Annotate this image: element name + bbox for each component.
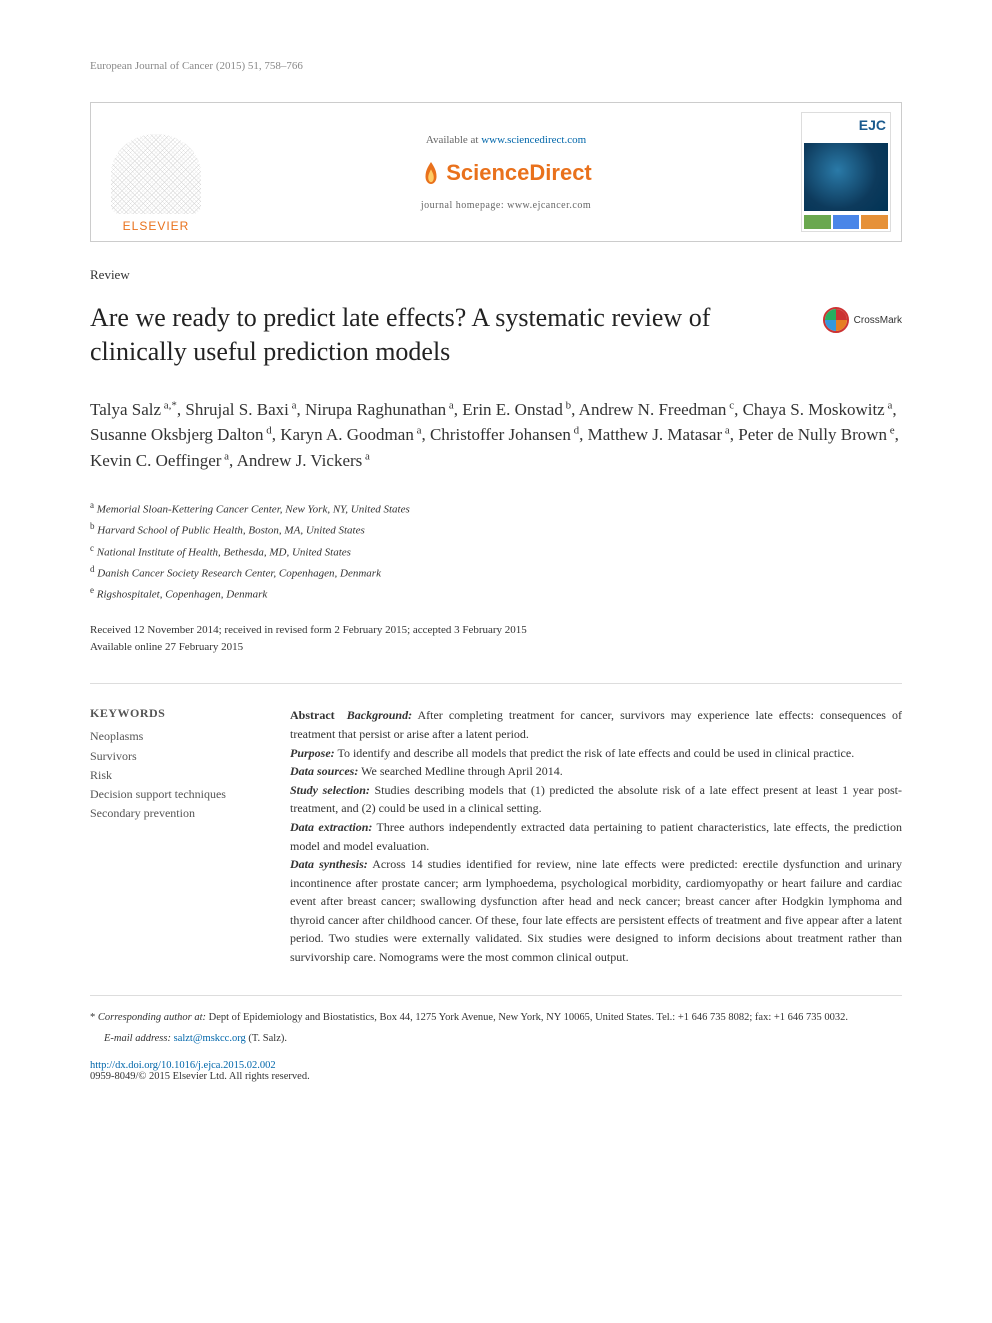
- doi-link[interactable]: http://dx.doi.org/10.1016/j.ejca.2015.02…: [90, 1060, 276, 1071]
- sciencedirect-text: ScienceDirect: [446, 160, 592, 186]
- abstract-lead: Abstract: [290, 708, 335, 722]
- dates-line-2: Available online 27 February 2015: [90, 639, 902, 656]
- cover-image: [804, 143, 888, 211]
- available-prefix: Available at: [426, 134, 481, 146]
- author: Talya Salz a,*: [90, 400, 177, 419]
- journal-cover-thumbnail[interactable]: EJC: [801, 112, 891, 232]
- title-row: Are we ready to predict late effects? A …: [90, 301, 902, 369]
- author: Susanne Oksbjerg Dalton d: [90, 425, 272, 444]
- article-dates: Received 12 November 2014; received in r…: [90, 622, 902, 655]
- abstract-section: Data synthesis: Across 14 studies identi…: [290, 857, 902, 964]
- cover-acronym: EJC: [859, 117, 886, 133]
- article-type: Review: [90, 267, 902, 283]
- keywords-column: KEYWORDS NeoplasmsSurvivorsRiskDecision …: [90, 706, 260, 966]
- crossmark-label: CrossMark: [854, 315, 902, 326]
- sciencedirect-logo[interactable]: ScienceDirect: [420, 160, 592, 186]
- email-suffix: (T. Salz).: [248, 1033, 287, 1044]
- affiliation: b Harvard School of Public Health, Bosto…: [90, 519, 902, 540]
- publisher-label[interactable]: ELSEVIER: [123, 219, 190, 233]
- crossmark-icon: [823, 307, 849, 333]
- author: Shrujal S. Baxi a: [185, 400, 296, 419]
- article-title: Are we ready to predict late effects? A …: [90, 301, 803, 369]
- dates-line-1: Received 12 November 2014; received in r…: [90, 622, 902, 639]
- publisher-cell: ELSEVIER: [91, 103, 221, 241]
- keyword-item: Survivors: [90, 747, 260, 766]
- journal-home-prefix: journal homepage:: [421, 200, 507, 211]
- cover-badge: [804, 215, 831, 229]
- author: Andrew N. Freedman c: [579, 400, 734, 419]
- copyright-line: 0959-8049/© 2015 Elsevier Ltd. All right…: [90, 1071, 902, 1082]
- author: Kevin C. Oeffinger a: [90, 451, 229, 470]
- abstract-section: Study selection: Studies describing mode…: [290, 783, 902, 816]
- affiliation: a Memorial Sloan-Kettering Cancer Center…: [90, 498, 902, 519]
- abstract-section: Background: After completing treatment f…: [290, 708, 902, 741]
- journal-cover-cell: EJC: [791, 103, 901, 241]
- header-center: Available at www.sciencedirect.com Scien…: [221, 103, 791, 241]
- keywords-header: KEYWORDS: [90, 706, 260, 721]
- keyword-item: Risk: [90, 766, 260, 785]
- affiliation: c National Institute of Health, Bethesda…: [90, 541, 902, 562]
- abstract-section: Purpose: To identify and describe all mo…: [290, 746, 854, 760]
- author: Karyn A. Goodman a: [280, 425, 421, 444]
- affiliations-list: a Memorial Sloan-Kettering Cancer Center…: [90, 498, 902, 604]
- page-container: European Journal of Cancer (2015) 51, 75…: [0, 0, 992, 1122]
- available-link[interactable]: www.sciencedirect.com: [481, 134, 586, 146]
- abstract-section: Data extraction: Three authors independe…: [290, 820, 902, 853]
- authors-list: Talya Salz a,*, Shrujal S. Baxi a, Nirup…: [90, 397, 902, 474]
- affiliation: e Rigshospitalet, Copenhagen, Denmark: [90, 583, 902, 604]
- abstract-column: Abstract Background: After completing tr…: [290, 706, 902, 966]
- corresponding-text: Dept of Epidemiology and Biostatistics, …: [209, 1012, 848, 1023]
- author: Peter de Nully Brown e: [738, 425, 894, 444]
- journal-homepage-line: journal homepage: www.ejcancer.com: [421, 200, 591, 211]
- available-at-line: Available at www.sciencedirect.com: [426, 134, 586, 146]
- footer-separator: [90, 995, 902, 996]
- cover-badge: [861, 215, 888, 229]
- author: Nirupa Raghunathan a: [305, 400, 454, 419]
- corresponding-label: Corresponding author at:: [98, 1012, 206, 1023]
- email-label: E-mail address:: [104, 1033, 171, 1044]
- journal-header-box: ELSEVIER Available at www.sciencedirect.…: [90, 102, 902, 242]
- elsevier-tree-icon: [111, 134, 201, 214]
- keyword-item: Decision support techniques: [90, 785, 260, 804]
- running-head: European Journal of Cancer (2015) 51, 75…: [90, 60, 902, 72]
- author: Erin E. Onstad b: [462, 400, 571, 419]
- doi-line: http://dx.doi.org/10.1016/j.ejca.2015.02…: [90, 1060, 902, 1071]
- cover-header: EJC: [802, 113, 890, 141]
- crossmark-badge[interactable]: CrossMark: [823, 307, 902, 333]
- flame-icon: [420, 160, 442, 186]
- keywords-abstract-row: KEYWORDS NeoplasmsSurvivorsRiskDecision …: [90, 683, 902, 966]
- cover-badge: [833, 215, 860, 229]
- author: Matthew J. Matasar a: [588, 425, 730, 444]
- abstract-section: Data sources: We searched Medline throug…: [290, 764, 563, 778]
- affiliation: d Danish Cancer Society Research Center,…: [90, 562, 902, 583]
- keyword-item: Neoplasms: [90, 727, 260, 746]
- author: Andrew J. Vickers a: [237, 451, 370, 470]
- email-link[interactable]: salzt@mskcc.org: [174, 1033, 246, 1044]
- email-line: E-mail address: salzt@mskcc.org (T. Salz…: [90, 1033, 902, 1044]
- journal-home-link[interactable]: www.ejcancer.com: [507, 200, 591, 211]
- keyword-item: Secondary prevention: [90, 804, 260, 823]
- author: Christoffer Johansen d: [430, 425, 579, 444]
- corresponding-author: * Corresponding author at: Dept of Epide…: [90, 1010, 902, 1026]
- cover-footer: [802, 213, 890, 231]
- keywords-list: NeoplasmsSurvivorsRiskDecision support t…: [90, 727, 260, 823]
- author: Chaya S. Moskowitz a: [743, 400, 893, 419]
